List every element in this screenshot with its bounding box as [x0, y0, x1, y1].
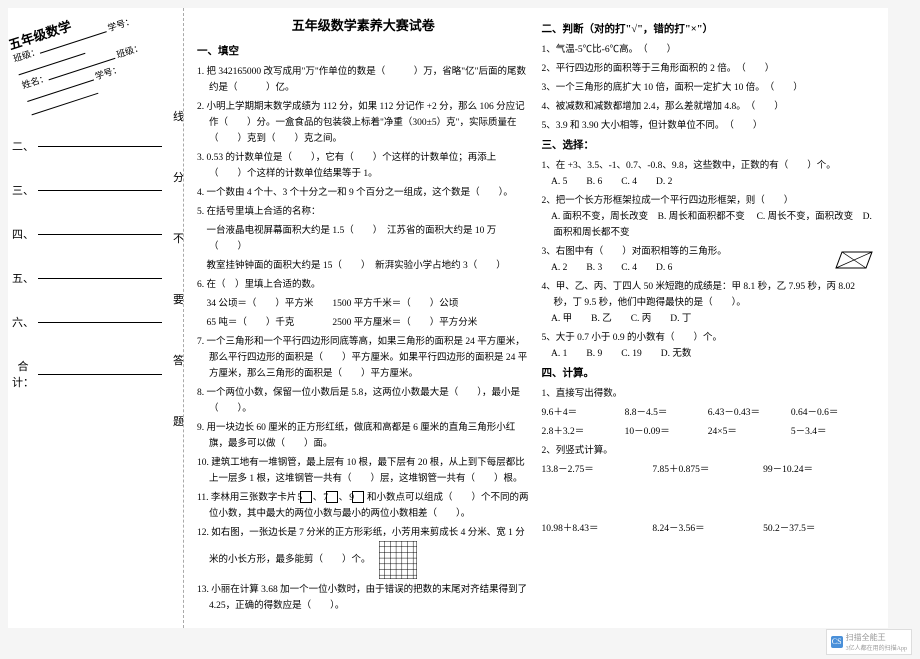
binding-header: 五年级数学 班级： 学号： 姓名： 班级： 学号： [7, 0, 190, 119]
question-item: 12. 如右图，一张边长是 7 分米的正方形彩纸，小芳用来剪成长 4 分米、宽 … [197, 525, 530, 579]
score-column: 二、 三、 四、 五、 六、 合计： [8, 138, 168, 418]
exam-title: 五年级数学素养大赛试卷 [197, 18, 530, 34]
question-item: 8. 一个两位小数，保留一位小数后是 5.8，这两位小数最大是（ ），最小是（ … [197, 385, 530, 417]
grid-figure-icon [379, 541, 417, 579]
question-item: 7. 一个三角形和一个平行四边形同底等高，如果三角形的面积是 24 平方厘米，那… [197, 334, 530, 382]
question-item: 6. 在（ ）里填上合适的数。 [197, 277, 530, 293]
section-heading: 一、填空 [197, 44, 530, 60]
calc-row: 9.6＋4＝ 8.8－4.5＝ 6.43－0.43＝ 0.64－0.6＝ [542, 405, 875, 421]
exam-content: 五年级数学素养大赛试卷 一、填空 1. 把 342165000 改写成用"万"作… [183, 8, 888, 628]
parallelogram-icon [834, 250, 874, 270]
question-item: 3. 0.53 的计数单位是（ ），它有（ ）个这样的计数单位；再添上（ ）个这… [197, 150, 530, 182]
section-heading: 四、计算。 [542, 366, 875, 382]
question-item: 4. 一个数由 4 个十、3 个十分之一和 9 个百分之一组成，这个数是（ ）。 [197, 185, 530, 201]
judge-item: 3、一个三角形的底扩大 10 倍，面积一定扩大 10 倍。 （ ） [542, 80, 875, 96]
digit-card: 7 [326, 491, 338, 503]
question-item: 11. 李林用三张数字卡片 5、 7、 9 和小数点可以组成（ ）个不同的两位小… [197, 490, 530, 522]
column-left: 五年级数学素养大赛试卷 一、填空 1. 把 342165000 改写成用"万"作… [191, 18, 536, 618]
judge-item: 5、3.9 和 3.90 大小相等，但计数单位不同。 （ ） [542, 118, 875, 134]
section-heading: 三、选择： [542, 138, 875, 154]
calc-row: 10.98＋8.43＝ 8.24－3.56＝ 50.2－37.5＝ [542, 521, 875, 537]
choice-item: 2、把一个长方形框架拉成一个平行四边形框架，则（ ） A. 面积不变，周长改变 … [542, 193, 875, 241]
exam-page: 五年级数学 班级： 学号： 姓名： 班级： 学号： 二、 三、 四、 五、 六、… [8, 8, 888, 628]
score-row: 合计： [8, 358, 168, 390]
question-item: 13. 小丽在计算 3.68 加一个一位小数时，由于错误的把数的末尾对齐结果得到… [197, 582, 530, 614]
judge-item: 2、平行四边形的面积等于三角形面积的 2 倍。 （ ） [542, 61, 875, 77]
calc-row: 2.8＋3.2＝ 10－0.09＝ 24×5＝ 5－3.4＝ [542, 424, 875, 440]
question-item: 9. 用一块边长 60 厘米的正方形红纸，做底和高都是 6 厘米的直角三角形小红… [197, 420, 530, 452]
question-item: 5. 在括号里填上合适的名称： [197, 204, 530, 220]
section-heading: 二、判断（对的打"√"，错的打"×"） [542, 22, 875, 38]
choice-item: 4、甲、乙、丙、丁四人 50 米短跑的成绩是：甲 8.1 秒，乙 7.95 秒，… [542, 279, 875, 327]
workspace [542, 481, 875, 521]
score-row: 二、 [8, 138, 168, 154]
score-row: 三、 [8, 182, 168, 198]
question-item: 34 公顷＝（ ）平方米 1500 平方千米＝（ ）公顷 [197, 296, 530, 312]
subsection-title: 1、直接写出得数。 [542, 386, 875, 402]
question-item: 教室挂钟钟面的面积大约是 15（ ） 新湃实验小学占地约 3（ ） [197, 258, 530, 274]
judge-item: 4、被减数和减数都增加 2.4，那么差就增加 4.8。 （ ） [542, 99, 875, 115]
watermark-text: 扫描全能王 3亿人都在用的扫描App [846, 632, 907, 652]
score-row: 六、 [8, 314, 168, 330]
question-item: 10. 建筑工地有一堆钢管，最上层有 10 根，最下层有 20 根，从上到下每层… [197, 455, 530, 487]
question-item: 65 吨＝（ ）千克 2500 平方厘米＝（ ）平方分米 [197, 315, 530, 331]
choice-item: 3、右图中有（ ）对面积相等的三角形。 A. 2 B. 3 C. 4 D. 6 [542, 244, 875, 276]
judge-item: 1、气温-5℃比-6℃高。 （ ） [542, 42, 875, 58]
question-item: 一台液晶电视屏幕面积大约是 1.5（ ） 江苏省的面积大约是 10 万（ ） [197, 223, 530, 255]
choice-item: 1、在 +3、3.5、-1、0.7、-0.8、9.8，这些数中，正数的有（ ）个… [542, 158, 875, 190]
digit-card: 5 [300, 491, 312, 503]
question-item: 2. 小明上学期期末数学成绩为 112 分，如果 112 分记作 +2 分，那么… [197, 99, 530, 147]
question-item: 1. 把 342165000 改写成用"万"作单位的数是（ ）万，省略"亿"后面… [197, 64, 530, 96]
fold-dashed-line [183, 8, 184, 628]
calc-row: 13.8－2.75＝ 7.85＋0.875＝ 99－10.24＝ [542, 462, 875, 478]
choice-item: 5、大于 0.7 小于 0.9 的小数有（ ）个。 A. 1 B. 9 C. 1… [542, 330, 875, 362]
scanner-app-icon: CS [831, 636, 843, 648]
column-right: 二、判断（对的打"√"，错的打"×"） 1、气温-5℃比-6℃高。 （ ） 2、… [536, 18, 881, 618]
subsection-title: 2、列竖式计算。 [542, 443, 875, 459]
scanner-watermark: CS 扫描全能王 3亿人都在用的扫描App [826, 629, 912, 655]
score-row: 五、 [8, 270, 168, 286]
digit-card: 9 [352, 491, 364, 503]
score-row: 四、 [8, 226, 168, 242]
binding-strip: 五年级数学 班级： 学号： 姓名： 班级： 学号： 二、 三、 四、 五、 六、… [8, 8, 183, 628]
